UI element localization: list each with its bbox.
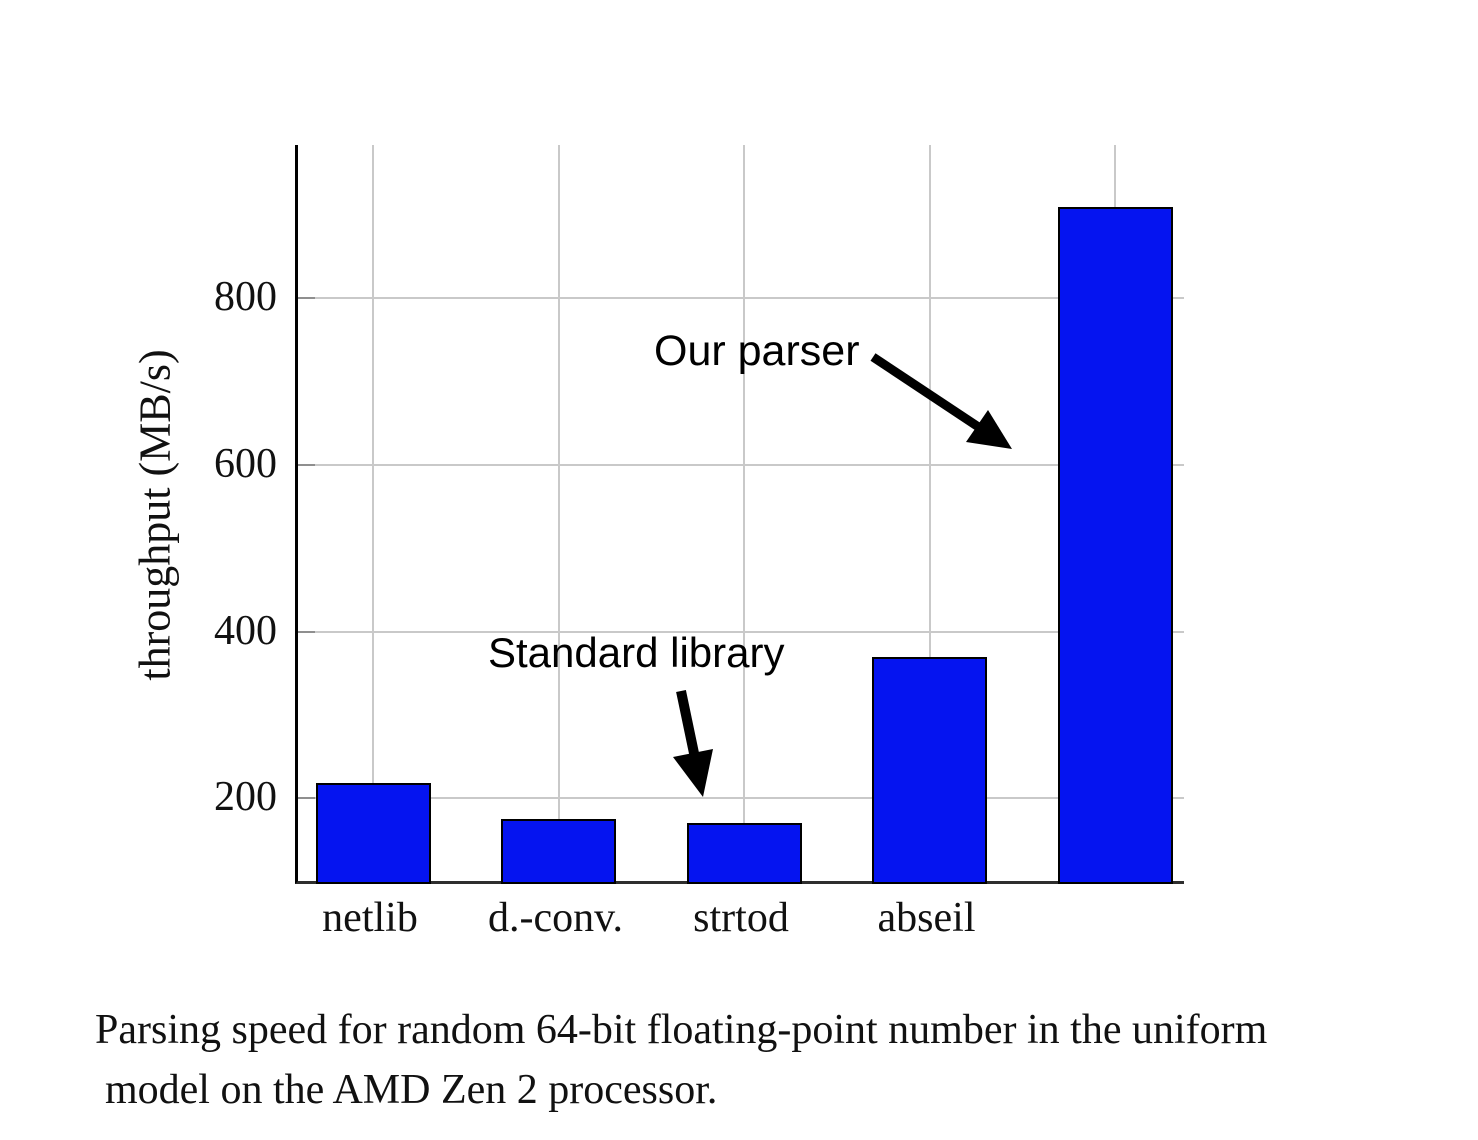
x-tick-label: d.-conv.: [488, 895, 623, 941]
gridline-horizontal: [298, 297, 1184, 300]
gridline-vertical: [928, 145, 931, 881]
gridline-horizontal: [298, 797, 1184, 800]
annotation-our-parser: Our parser: [654, 327, 860, 375]
y-axis-tick: [298, 297, 315, 300]
y-axis-tick: [298, 463, 315, 466]
y-tick-label: 400: [214, 607, 277, 654]
bar-our-parser: [1057, 206, 1173, 884]
x-tick-label: netlib: [322, 895, 418, 941]
gridline-horizontal: [298, 463, 1184, 466]
gridline-horizontal: [298, 630, 1184, 633]
y-tick-label: 800: [214, 274, 277, 321]
x-tick-label: abseil: [877, 895, 976, 941]
gridline-vertical: [372, 145, 374, 881]
caption-line-2: model on the AMD Zen 2 processor.: [105, 1067, 718, 1113]
gridline-vertical: [557, 145, 560, 881]
y-axis-tick: [298, 630, 315, 633]
x-tick-label: strtod: [693, 895, 789, 941]
annotation-standard-library: Standard library: [488, 629, 785, 676]
bar-netlib: [315, 783, 431, 884]
plot-area: [295, 145, 1184, 884]
gridline-vertical: [743, 145, 745, 881]
caption-line-1: Parsing speed for random 64-bit floating…: [95, 1007, 1268, 1053]
bar-d.-conv.: [501, 819, 616, 884]
bar-strtod: [686, 823, 802, 884]
y-tick-label: 200: [214, 774, 277, 821]
bar-abseil: [872, 656, 987, 884]
y-tick-label: 600: [214, 440, 277, 487]
figure-caption: Parsing speed for random 64-bit floating…: [95, 1000, 1465, 1120]
y-axis-tick: [298, 797, 315, 800]
